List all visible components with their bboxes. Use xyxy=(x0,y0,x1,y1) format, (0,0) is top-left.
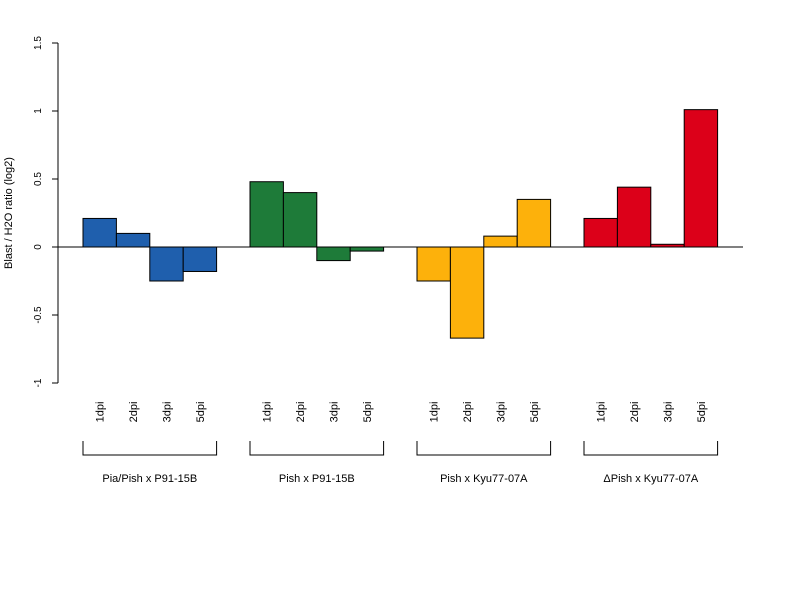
y-tick-label: 0 xyxy=(33,244,44,250)
y-tick-label: -1 xyxy=(33,378,44,387)
bar-3-2 xyxy=(650,243,685,248)
category-label: 2dpi xyxy=(629,402,641,423)
group-bracket xyxy=(416,441,552,456)
category-label: 5dpi xyxy=(195,402,207,423)
group-brackets: Pia/Pish x P91-15B Pish x P91-15B Pish x K… xyxy=(82,441,719,485)
category-label: 2dpi xyxy=(462,402,474,423)
category-label: 1dpi xyxy=(429,402,441,423)
category-label: 5dpi xyxy=(529,402,541,423)
bar-3-3 xyxy=(683,109,719,248)
category-label: 2dpi xyxy=(128,402,140,423)
category-label: 2dpi xyxy=(295,402,307,423)
y-tick-label: 1 xyxy=(33,108,44,114)
bar-2-1 xyxy=(449,246,485,339)
category-label: 1dpi xyxy=(95,402,107,423)
category-label: 5dpi xyxy=(362,402,374,423)
category-label: 5dpi xyxy=(696,402,708,423)
group-bracket xyxy=(249,441,385,456)
group-label: Pish x P91-15B xyxy=(279,473,355,485)
group-label: Pia/Pish x P91-15B xyxy=(102,473,197,485)
y-tick-label: -0.5 xyxy=(33,306,44,324)
bar-0-0 xyxy=(82,217,117,248)
y-axis: -1 -0.5 0 0.5 1 1.5 xyxy=(33,36,59,387)
category-label: 3dpi xyxy=(162,402,174,423)
category-label: 3dpi xyxy=(329,402,341,423)
bar-1-1 xyxy=(282,192,318,248)
y-axis-label: Blast / H2O ratio (log2) xyxy=(3,157,15,269)
bar-1-0 xyxy=(249,181,284,248)
group-bracket xyxy=(583,441,719,456)
bar-2-2 xyxy=(483,235,518,248)
bar-2-3 xyxy=(516,198,552,248)
bar-0-2 xyxy=(149,246,184,282)
group-label: Pish x Kyu77-07A xyxy=(440,473,528,485)
bar-3-1 xyxy=(616,186,652,248)
bar-0-1 xyxy=(115,232,151,248)
group-bracket xyxy=(82,441,218,456)
category-label: 1dpi xyxy=(596,402,608,423)
bar-0-3 xyxy=(182,246,218,272)
category-labels: 1dpi 2dpi 3dpi 5dpi 1dpi 2dpi 3dpi 5dpi 1dpi 2dpi… xyxy=(95,402,708,423)
group-label: ΔPish x Kyu77-07A xyxy=(603,473,698,485)
bar-3-0 xyxy=(583,217,618,248)
bar-1-2 xyxy=(316,246,351,262)
bar-1-3 xyxy=(349,246,385,252)
category-label: 1dpi xyxy=(262,402,274,423)
bars xyxy=(82,109,719,339)
category-label: 3dpi xyxy=(663,402,675,423)
bar-2-0 xyxy=(416,246,451,282)
y-tick-label: 0.5 xyxy=(33,172,44,186)
category-label: 3dpi xyxy=(496,402,508,423)
y-tick-label: 1.5 xyxy=(33,36,44,50)
